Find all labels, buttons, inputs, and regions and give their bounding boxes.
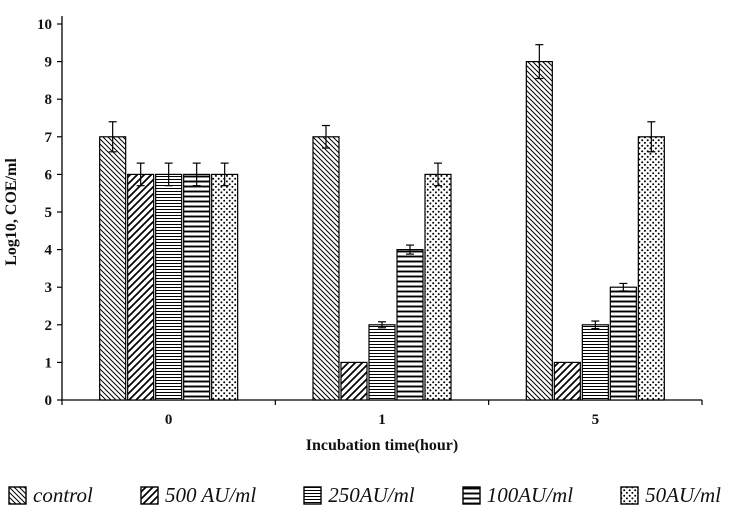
bar-control-t5 xyxy=(525,60,553,401)
legend-label: 500 AU/ml xyxy=(164,483,257,507)
chart-legend: control 500 AU/ml 250AU/ml 100AU/ml 50AU/ml xyxy=(0,471,735,508)
legend-label: control xyxy=(33,483,93,507)
bar-100AU/ml-t5 xyxy=(609,286,637,401)
bar-250AU/ml-t5 xyxy=(581,324,609,401)
x-axis-title: Incubation time(hour) xyxy=(306,437,458,454)
y-tick-label: 5 xyxy=(45,205,53,221)
bar-500-AU/ml-t0 xyxy=(127,173,155,401)
legend-label: 250AU/ml xyxy=(328,483,415,507)
x-tick-label: 5 xyxy=(592,412,600,428)
legend-item: 500 AU/ml xyxy=(140,483,256,508)
horizontal-fine-swatch-icon xyxy=(303,486,322,505)
bar-chart: 0 1 2 3 4 5 6 7 8 9 10 0 1 5 Incubation time(hour) Log1… xyxy=(3,16,703,454)
bar-control-t0 xyxy=(99,136,127,401)
bar-250AU/ml-t0 xyxy=(155,173,183,401)
bar-50AU/ml-t0 xyxy=(211,173,239,401)
dots-swatch-icon xyxy=(620,486,639,505)
bar-100AU/ml-t1 xyxy=(396,249,424,401)
legend-item: 250AU/ml xyxy=(303,483,415,508)
diagonal-down-swatch-icon xyxy=(8,486,27,505)
y-tick-label: 10 xyxy=(37,17,52,33)
bar-500-AU/ml-t5 xyxy=(553,361,581,401)
bar-250AU/ml-t1 xyxy=(368,324,396,401)
plot-area: 0 1 2 3 4 5 6 7 8 9 10 0 1 5 Incubation time(hour) Log1… xyxy=(3,16,703,454)
legend-item: 100AU/ml xyxy=(462,483,573,508)
y-tick-label: 2 xyxy=(45,318,53,334)
legend-label: 50AU/ml xyxy=(645,483,721,507)
horizontal-bold-swatch-icon xyxy=(462,486,481,505)
bar-500-AU/ml-t1 xyxy=(340,361,368,401)
y-tick-label: 3 xyxy=(45,280,53,296)
y-tick-label: 1 xyxy=(45,355,53,371)
x-tick-label: 1 xyxy=(378,412,386,428)
y-tick-label: 7 xyxy=(45,130,53,146)
bar-50AU/ml-t5 xyxy=(637,136,665,401)
bar-control-t1 xyxy=(312,136,340,401)
y-tick-label: 8 xyxy=(45,92,53,108)
y-tick-label: 4 xyxy=(45,243,53,259)
y-tick-label: 9 xyxy=(45,55,53,71)
legend-item: control xyxy=(8,483,93,508)
bar-50AU/ml-t1 xyxy=(424,173,452,401)
x-tick-label: 0 xyxy=(165,412,173,428)
legend-item: 50AU/ml xyxy=(620,483,721,508)
y-tick-label: 6 xyxy=(45,167,53,183)
bar-100AU/ml-t0 xyxy=(183,173,211,401)
legend-label: 100AU/ml xyxy=(486,483,574,507)
y-axis-title: Log10, COE/ml xyxy=(3,158,20,266)
diagonal-up-swatch-icon xyxy=(140,486,159,505)
y-tick-label: 0 xyxy=(45,393,53,409)
